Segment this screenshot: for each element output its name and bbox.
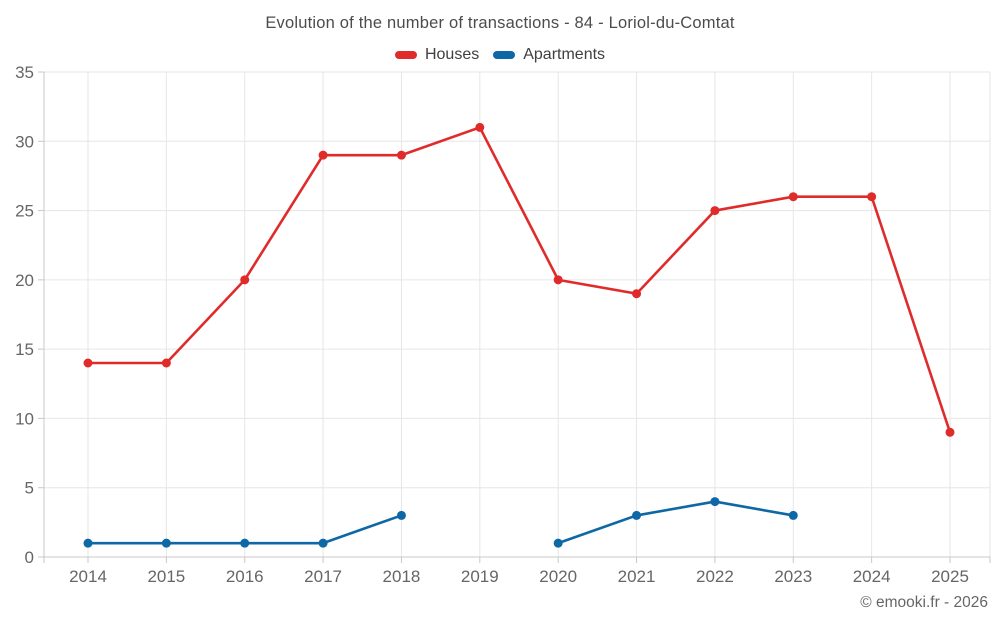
apartments-data-point xyxy=(788,510,798,520)
houses-data-point xyxy=(161,358,171,368)
x-axis-label: 2024 xyxy=(853,567,891,586)
apartments-data-point xyxy=(318,538,328,548)
series-houses-points xyxy=(83,122,955,437)
houses-data-point xyxy=(710,206,720,216)
houses-data-point xyxy=(475,122,485,132)
apartments-data-point xyxy=(396,510,406,520)
x-axis-label: 2018 xyxy=(383,567,421,586)
houses-data-point xyxy=(553,275,563,285)
series-houses-line xyxy=(86,126,952,434)
x-axis-label: 2025 xyxy=(931,567,969,586)
x-axis-labels: 2014 2015 2016 2017 2018 2019 2020 2021 2022 2023… xyxy=(69,567,969,586)
horizontal-gridlines xyxy=(44,71,990,489)
apartments-data-point xyxy=(553,538,563,548)
y-axis-label: 10 xyxy=(15,409,34,428)
attribution: © emooki.fr - 2026 xyxy=(860,594,988,611)
x-axis-label: 2021 xyxy=(618,567,656,586)
chart-title: Evolution of the number of transactions … xyxy=(265,14,735,32)
y-axis-label: 5 xyxy=(25,479,34,498)
houses-data-point xyxy=(240,275,250,285)
x-axis-label: 2014 xyxy=(69,567,107,586)
houses-data-point xyxy=(396,150,406,160)
apartments-data-point xyxy=(83,538,93,548)
houses-series-swatch-icon xyxy=(394,51,417,59)
series-apartments-points xyxy=(83,497,798,548)
y-axis-label: 20 xyxy=(15,271,34,290)
houses-data-point xyxy=(867,192,877,202)
axes xyxy=(43,72,990,558)
y-axis-label: 35 xyxy=(15,63,34,82)
x-axis-label: 2019 xyxy=(461,567,499,586)
x-axis-label: 2016 xyxy=(226,567,264,586)
x-axis-label: 2017 xyxy=(304,567,342,586)
x-axis-label: 2020 xyxy=(539,567,577,586)
vertical-gridlines xyxy=(87,72,991,557)
apartments-data-point xyxy=(710,497,720,507)
legend-label-houses: Houses xyxy=(424,46,480,63)
houses-data-point xyxy=(318,150,328,160)
houses-data-point xyxy=(788,192,798,202)
x-axis-label: 2022 xyxy=(696,567,734,586)
apartments-series-swatch-icon xyxy=(493,51,516,59)
y-axis-labels: 0 5 10 15 20 25 30 35 xyxy=(15,63,34,567)
legend: Houses Apartments xyxy=(0,46,1000,64)
apartments-data-point xyxy=(161,538,171,548)
apartments-data-point xyxy=(632,510,642,520)
x-axis-label: 2015 xyxy=(147,567,185,586)
houses-data-point xyxy=(83,358,93,368)
y-axis-label: 30 xyxy=(15,132,34,151)
houses-data-point xyxy=(632,289,642,299)
legend-item-apartments[interactable]: Apartments xyxy=(493,46,605,64)
y-axis-label: 0 xyxy=(25,548,34,567)
x-axis-label: 2023 xyxy=(774,567,812,586)
legend-label-apartments: Apartments xyxy=(523,46,606,63)
y-axis-label: 15 xyxy=(15,340,34,359)
legend-item-houses[interactable]: Houses xyxy=(394,46,480,64)
series-apartments-line xyxy=(86,500,795,545)
tick-marks xyxy=(38,71,991,563)
apartments-data-point xyxy=(240,538,250,548)
y-axis-label: 25 xyxy=(15,202,34,221)
houses-data-point xyxy=(945,427,955,437)
